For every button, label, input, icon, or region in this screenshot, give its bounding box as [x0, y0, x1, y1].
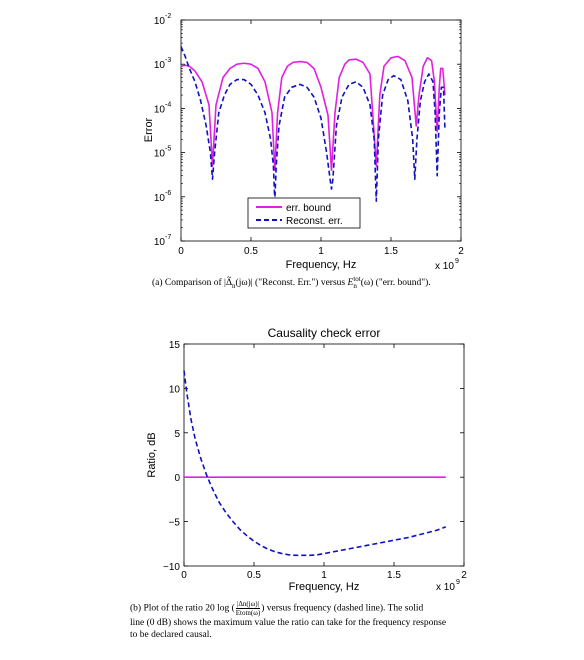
caption-a-sub-n: n: [232, 282, 236, 291]
caption-a-part4: (ω) ("err. bound").: [360, 278, 431, 289]
plot-a-ytick-base: 10: [154, 237, 166, 248]
plot-b-ytick-label: −5: [169, 518, 181, 529]
plot-a-x-multiplier: x 10: [435, 261, 454, 272]
plot-b-ylabel: Ratio, dB: [146, 432, 158, 477]
plot-b-xlabel: Frequency, Hz: [289, 581, 360, 593]
caption-a-sub-n2: n: [353, 282, 357, 290]
caption-b-line3: to be declared causal.: [130, 630, 212, 640]
plot-b-xtick-label: 0: [181, 570, 187, 581]
plot-a-ytick-base: 10: [154, 104, 166, 115]
plot-a-series-err-bound: [180, 55, 446, 171]
plot-b-x-multiplier-exp: 9: [456, 579, 460, 586]
caption-a-delta: Δ ~: [225, 273, 233, 289]
plot-a-ytick-exp: -7: [165, 234, 171, 241]
plot-a-ytick-exp: -6: [165, 190, 171, 197]
plot-b-ytick-label: 0: [174, 473, 180, 484]
caption-b-part1: (b) Plot of the ratio 20 log (: [130, 603, 235, 614]
plot-a-xlabel: Frequency, Hz: [286, 259, 357, 271]
caption-a: (a) Comparison of |Δ ~ n(jω)| ("Reconst. E…: [152, 273, 431, 292]
plot-b-xtick-label: 1: [321, 570, 327, 581]
caption-a-part3: E: [347, 278, 354, 289]
legend-err-bound-label: err. bound: [286, 203, 331, 214]
plot-a-xtick-label: 0.5: [244, 246, 258, 257]
caption-b-numerator: |Δn(jω)|: [235, 600, 261, 609]
caption-b-line2: line (0 dB) shows the maximum value the …: [130, 618, 447, 628]
plot-a-series-reconst-err: [180, 46, 446, 202]
plot-a-ytick-exp: -4: [165, 101, 171, 108]
plot-a-ytick-base: 10: [154, 193, 166, 204]
causality-check-chart: Causality check error 0 0.5 1 1.5 2 15 10 5 0 −5 −…: [146, 326, 467, 593]
plot-b-x-multiplier: x 10: [436, 582, 455, 593]
plot-a-x-multiplier-exp: 9: [455, 258, 459, 265]
plot-a-ytick-exp: -3: [165, 57, 171, 64]
plot-a-ytick-base: 10: [154, 60, 166, 71]
error-comparison-chart: 0 0.5 1 1.5 210-710-610-510-410-310-2 Error …: [143, 13, 464, 272]
plot-b-series-ratio: [183, 370, 447, 557]
plot-a-ylabel: Error: [143, 117, 155, 142]
caption-b-part2: ) versus frequency (dashed line). The so…: [261, 603, 424, 614]
plot-b-ytick-label: 5: [174, 429, 180, 440]
plot-b-title: Causality check error: [268, 326, 381, 340]
plot-b-ytick-label: 15: [169, 340, 181, 351]
plot-a-legend: err. bound Reconst. err.: [247, 197, 361, 229]
plot-a-xtick-label: 1: [318, 246, 324, 257]
caption-a-part1: (a) Comparison of |: [152, 278, 226, 289]
legend-reconst-err-label: Reconst. err.: [286, 216, 343, 227]
plot-a-xtick-label: 2: [458, 246, 464, 257]
plot-b-ytick-label: 10: [169, 384, 181, 395]
plot-a-ytick-exp: -2: [165, 13, 171, 20]
plot-b-ytick-label: −10: [163, 562, 180, 573]
plot-a-ytick-exp: -5: [165, 146, 171, 153]
plot-a-xtick-label: 0: [178, 246, 184, 257]
plot-a-ytick-base: 10: [154, 16, 166, 27]
plot-a-xtick-label: 1.5: [384, 246, 398, 257]
plot-b-frame: [183, 343, 465, 567]
caption-b: (b) Plot of the ratio 20 log (|Δn(jω)| Et…: [130, 600, 510, 641]
plot-b-xtick-label: 0.5: [247, 570, 261, 581]
legend-box: [247, 197, 361, 229]
caption-a-sup-tot: tot: [353, 275, 361, 283]
plot-a-ytick-base: 10: [154, 149, 166, 160]
caption-a-part2: (jω)| ("Reconst. Err.") versus: [235, 278, 348, 289]
plot-b-xtick-label: 2: [461, 570, 467, 581]
plot-b-xtick-label: 1.5: [387, 570, 401, 581]
caption-b-denominator: Etotn(ω): [235, 609, 261, 617]
